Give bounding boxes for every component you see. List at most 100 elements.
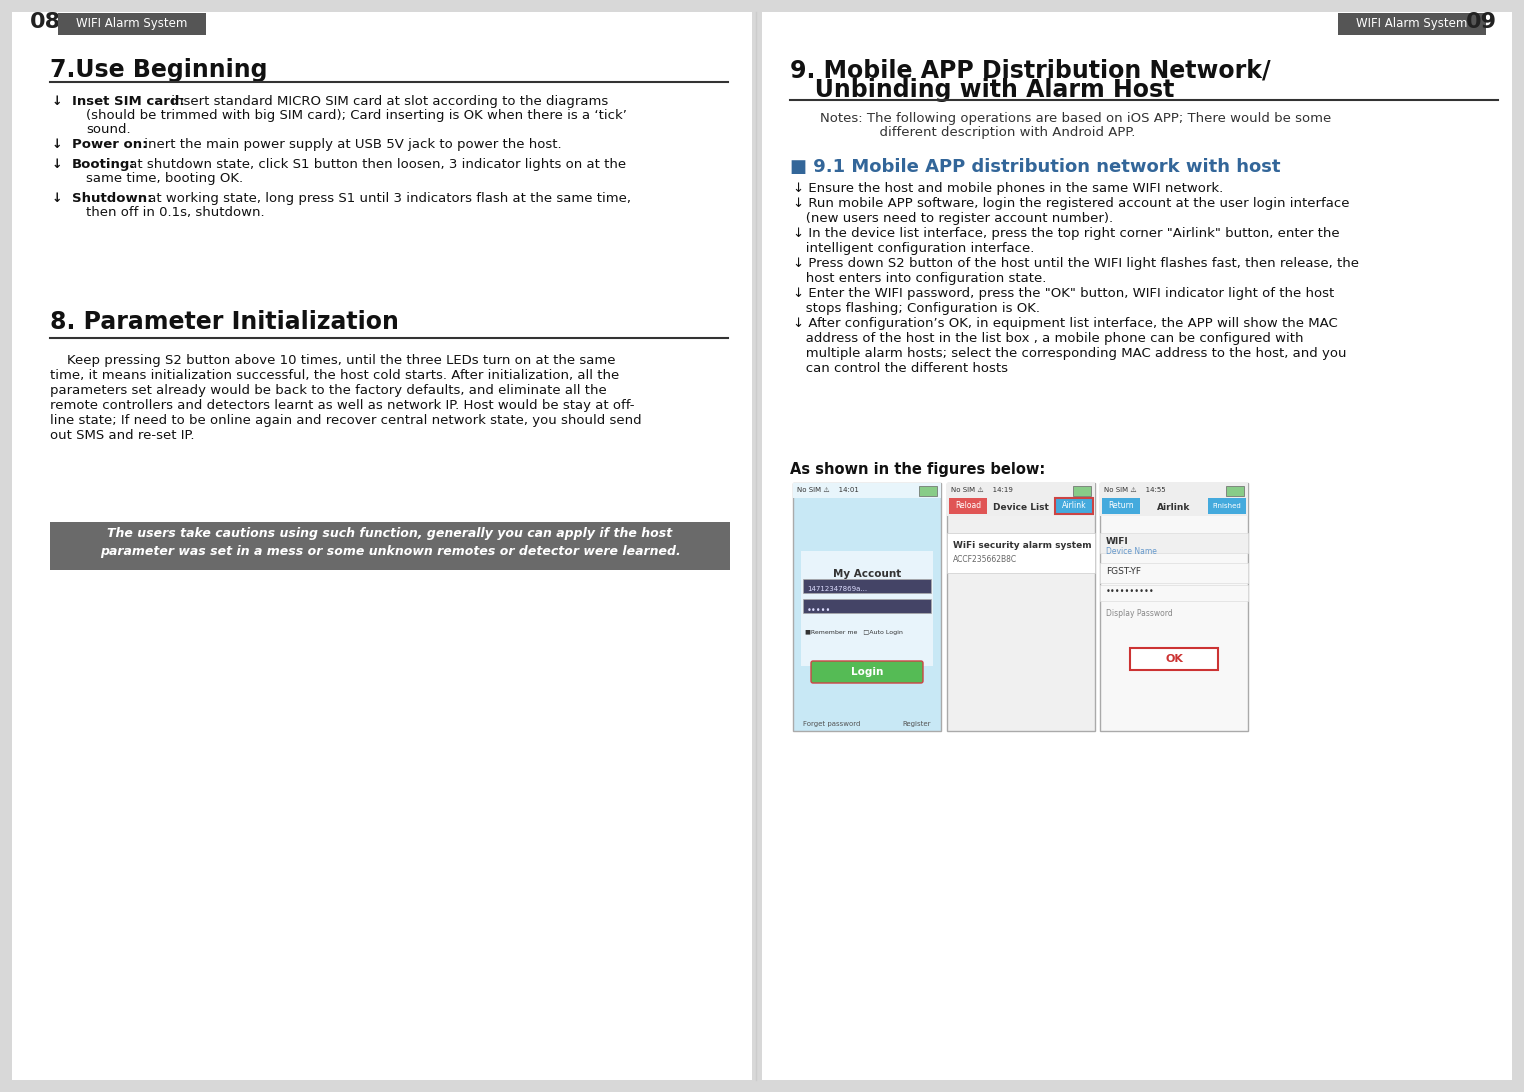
Bar [803,600,931,613]
Text: 08: 08 [30,12,61,32]
Text: Device Name: Device Name [1106,547,1157,556]
Text: time, it means initialization successful, the host cold starts. After initializa: time, it means initialization successful… [50,369,619,382]
Text: WIFI Alarm System: WIFI Alarm System [76,17,187,31]
Text: 7.Use Beginning: 7.Use Beginning [50,58,268,82]
Bar [1055,498,1093,514]
Text: inert the main power supply at USB 5V jack to power the host.: inert the main power supply at USB 5V ja… [140,138,562,151]
Text: 8. Parameter Initialization: 8. Parameter Initialization [50,310,399,334]
Text: same time, booting OK.: same time, booting OK. [85,173,244,185]
Text: Login: Login [850,667,884,677]
Text: ↓ Enter the WIFI password, press the "OK" button, WIFI indicator light of the ho: ↓ Enter the WIFI password, press the "OK… [792,287,1334,300]
Bar [803,579,931,593]
Text: then off in 0.1s, shutdown.: then off in 0.1s, shutdown. [85,206,265,219]
Text: Keep pressing S2 button above 10 times, until the three LEDs turn on at the same: Keep pressing S2 button above 10 times, … [50,354,616,367]
Text: sound.: sound. [85,123,131,136]
Text: 09: 09 [1466,12,1497,32]
Bar [919,486,937,496]
Bar [1100,483,1248,498]
Text: No SIM ⚠    14:01: No SIM ⚠ 14:01 [797,487,860,492]
Text: out SMS and re-set IP.: out SMS and re-set IP. [50,429,195,442]
Text: ↓ Ensure the host and mobile phones in the same WIFI network.: ↓ Ensure the host and mobile phones in t… [792,182,1224,195]
Text: ↓: ↓ [52,158,62,171]
Text: ↓: ↓ [52,95,62,108]
Bar [946,498,1096,517]
Text: stops flashing; Configuration is OK.: stops flashing; Configuration is OK. [792,302,1039,314]
Text: •••••: ••••• [808,606,832,615]
Text: The users take cautions using such function, generally you can apply if the host: The users take cautions using such funct… [107,527,672,541]
Bar [1209,498,1247,514]
Text: WIFI Alarm System: WIFI Alarm System [1356,17,1468,31]
Bar [946,483,1096,498]
Bar [1100,563,1248,583]
Text: line state; If need to be online again and recover central network state, you sh: line state; If need to be online again a… [50,414,642,427]
Text: multiple alarm hosts; select the corresponding MAC address to the host, and you: multiple alarm hosts; select the corresp… [792,347,1347,360]
Bar [949,498,988,514]
Text: As shown in the figures below:: As shown in the figures below: [789,462,1045,477]
Text: ■Remember me   □Auto Login: ■Remember me □Auto Login [805,630,902,636]
Text: Booting:: Booting: [72,158,136,171]
Text: Register: Register [902,721,931,727]
Bar [1100,585,1248,601]
Bar [792,483,940,498]
Text: ACCF235662B8C: ACCF235662B8C [952,555,1017,563]
Bar [802,551,933,666]
Text: No SIM ⚠    14:55: No SIM ⚠ 14:55 [1103,487,1166,492]
Text: ■ 9.1 Mobile APP distribution network with host: ■ 9.1 Mobile APP distribution network wi… [789,158,1280,176]
Bar [946,533,1096,573]
Text: ↓ Run mobile APP software, login the registered account at the user login interf: ↓ Run mobile APP software, login the reg… [792,197,1349,210]
Bar [792,483,940,731]
Text: ↓: ↓ [52,138,62,151]
Text: ↓: ↓ [52,192,62,205]
Bar [1102,498,1140,514]
Bar [12,12,751,1080]
Text: at working state, long press S1 until 3 indicators flash at the same time,: at working state, long press S1 until 3 … [143,192,631,205]
Text: (should be trimmed with big SIM card); Card inserting is OK when there is a ‘tic: (should be trimmed with big SIM card); C… [85,109,626,122]
Text: Notes: The following operations are based on iOS APP; There would be some: Notes: The following operations are base… [820,112,1332,124]
Text: ↓ In the device list interface, press the top right corner "Airlink" button, ent: ↓ In the device list interface, press th… [792,227,1340,240]
Text: Finished: Finished [1213,503,1242,509]
Text: parameters set already would be back to the factory defaults, and eliminate all : parameters set already would be back to … [50,384,607,397]
Text: 14712347869a...: 14712347869a... [808,586,867,592]
Text: Forget password: Forget password [803,721,861,727]
Bar [1338,13,1486,35]
Bar [762,12,1512,1080]
Text: ••••••••••: •••••••••• [1106,587,1155,596]
Bar [946,483,1096,731]
Text: host enters into configuration state.: host enters into configuration state. [792,272,1047,285]
Bar [58,13,206,35]
Text: FGST-YF: FGST-YF [1106,567,1141,575]
Bar [1129,648,1218,670]
Text: Device List: Device List [994,502,1049,511]
Text: Shutdown:: Shutdown: [72,192,152,205]
Text: WiFi security alarm system: WiFi security alarm system [952,541,1091,550]
Bar [1100,498,1248,517]
Text: Reload: Reload [956,501,981,510]
Text: different description with Android APP.: different description with Android APP. [820,126,1135,139]
Text: No SIM ⚠    14:19: No SIM ⚠ 14:19 [951,487,1013,492]
Text: Airlink: Airlink [1157,502,1190,511]
Text: 9. Mobile APP Distribution Network/: 9. Mobile APP Distribution Network/ [789,58,1271,82]
Text: OK: OK [1164,654,1183,664]
Text: (new users need to register account number).: (new users need to register account numb… [792,212,1113,225]
Text: WIFI: WIFI [1106,537,1129,546]
Text: parameter was set in a mess or some unknown remotes or detector were learned.: parameter was set in a mess or some unkn… [99,546,680,558]
Text: insert standard MICRO SIM card at slot according to the diagrams: insert standard MICRO SIM card at slot a… [168,95,608,108]
Bar [1225,486,1244,496]
Text: intelligent configuration interface.: intelligent configuration interface. [792,242,1035,256]
Bar [1100,483,1248,731]
Text: Inset SIM card:: Inset SIM card: [72,95,184,108]
FancyBboxPatch shape [811,661,924,682]
Text: My Account: My Account [834,569,901,579]
Text: Power on:: Power on: [72,138,148,151]
Text: ↓ After configuration’s OK, in equipment list interface, the APP will show the M: ↓ After configuration’s OK, in equipment… [792,317,1338,330]
Text: ↓ Press down S2 button of the host until the WIFI light flashes fast, then relea: ↓ Press down S2 button of the host until… [792,257,1359,270]
Text: Display Password: Display Password [1106,609,1173,618]
Text: can control the different hosts: can control the different hosts [792,363,1007,375]
Text: Return: Return [1108,501,1134,510]
Bar [1100,533,1248,553]
Text: remote controllers and detectors learnt as well as network IP. Host would be sta: remote controllers and detectors learnt … [50,399,634,412]
Text: Airlink: Airlink [1062,501,1087,510]
Bar [50,522,730,570]
Text: Unbinding with Alarm Host: Unbinding with Alarm Host [789,78,1175,102]
Bar [1073,486,1091,496]
